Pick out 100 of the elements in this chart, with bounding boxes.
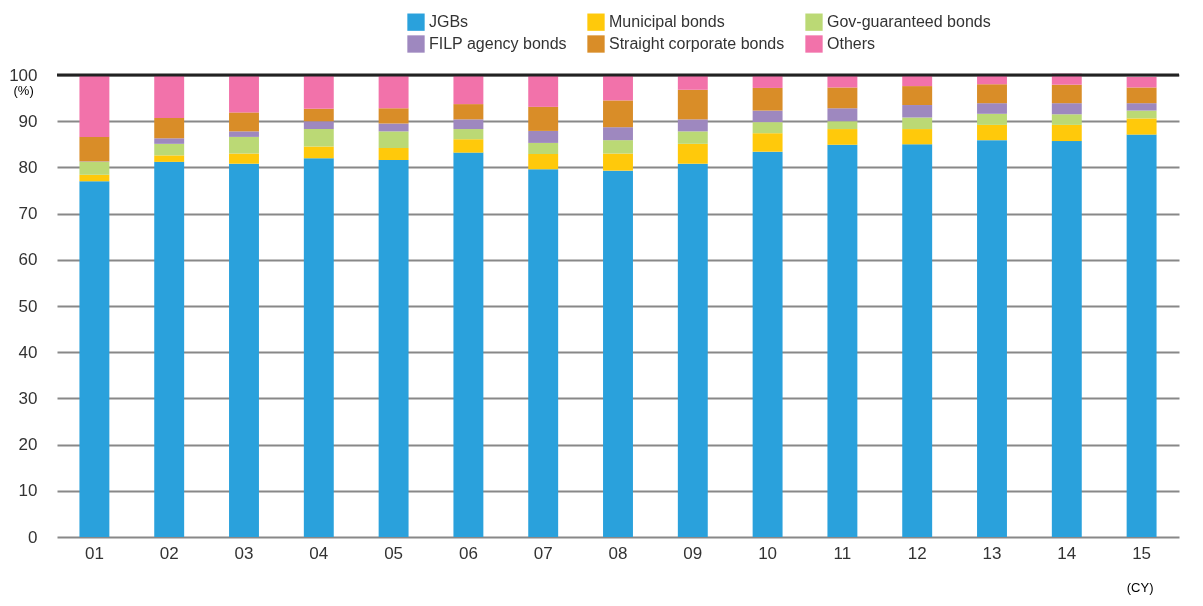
y-tick-label: 10 — [18, 481, 38, 501]
x-tick-label: 05 — [384, 543, 404, 563]
bar — [229, 153, 259, 164]
bar — [752, 151, 783, 537]
bar — [752, 110, 783, 123]
bar — [303, 146, 334, 159]
bar — [603, 140, 633, 154]
bar — [378, 108, 409, 124]
bar — [827, 121, 858, 130]
bar — [977, 84, 1007, 104]
bar — [229, 112, 259, 132]
bar — [303, 121, 334, 130]
y-axis-title: (%) — [13, 82, 34, 98]
bar — [378, 148, 409, 161]
bar — [827, 108, 858, 122]
bar — [1126, 87, 1157, 104]
y-tick-label: 20 — [18, 435, 38, 455]
bar — [528, 169, 559, 537]
bar — [977, 124, 1007, 141]
bar — [154, 117, 185, 139]
legend-label: Others — [827, 35, 876, 52]
y-tick-label: 0 — [28, 527, 38, 547]
bar — [79, 136, 110, 162]
bar — [79, 174, 110, 182]
bar — [79, 75, 110, 137]
bar — [303, 129, 334, 147]
y-tick-label: 80 — [18, 157, 38, 177]
y-tick-label: 60 — [18, 250, 38, 270]
bar — [977, 103, 1007, 114]
bar — [1051, 141, 1082, 537]
bar — [677, 131, 708, 144]
y-tick-label: 70 — [18, 204, 38, 224]
bar — [528, 75, 559, 107]
bar — [752, 133, 783, 152]
bar — [827, 87, 858, 109]
bar — [378, 160, 409, 537]
y-tick-label: 50 — [18, 296, 38, 316]
bar — [303, 158, 334, 537]
bar — [154, 161, 185, 537]
bar — [528, 106, 559, 131]
y-tick-label: 30 — [18, 388, 38, 408]
bar — [1126, 76, 1157, 88]
x-tick-label: 01 — [84, 543, 104, 563]
bar — [154, 143, 185, 156]
bar — [677, 143, 708, 164]
bar — [1126, 118, 1157, 135]
bar — [1051, 84, 1082, 104]
bar — [453, 75, 484, 105]
x-tick-label: 07 — [533, 543, 553, 563]
x-tick-label: 15 — [1132, 543, 1152, 563]
bar — [229, 131, 259, 137]
bar — [528, 130, 559, 143]
x-tick-label: 02 — [159, 543, 179, 563]
bar — [378, 131, 409, 148]
bar — [79, 161, 110, 175]
x-tick-label: 10 — [758, 543, 778, 563]
x-tick-label: 04 — [309, 543, 329, 563]
bar — [154, 155, 185, 162]
bar — [902, 117, 933, 130]
bar — [977, 140, 1007, 537]
bar — [154, 138, 185, 144]
legend-label: FILP agency bonds — [429, 35, 567, 52]
bar — [603, 127, 633, 141]
bar — [79, 181, 110, 537]
bar — [752, 87, 783, 111]
bar — [1126, 134, 1157, 537]
x-tick-label: 09 — [683, 543, 703, 563]
bar — [603, 170, 633, 537]
x-tick-label: 06 — [458, 543, 478, 563]
bar — [603, 153, 633, 171]
y-tick-label: 90 — [18, 111, 38, 131]
bar — [453, 139, 484, 153]
x-tick-label: 13 — [982, 543, 1002, 563]
bar — [378, 75, 409, 109]
x-tick-label: 11 — [833, 543, 852, 563]
x-tick-label: 14 — [1057, 543, 1077, 563]
bar — [902, 86, 933, 106]
bar — [453, 104, 484, 120]
bar — [528, 142, 559, 154]
legend-label: Gov-guaranteed bonds — [827, 13, 991, 31]
legend-label: JGBs — [429, 13, 469, 31]
bar — [603, 100, 633, 128]
bar — [229, 136, 259, 154]
bar — [677, 163, 708, 537]
y-tick-label: 100 — [9, 65, 38, 85]
bar — [902, 129, 933, 145]
bar — [1051, 124, 1082, 142]
legend-label: Straight corporate bonds — [609, 35, 785, 52]
legend-label: Municipal bonds — [609, 13, 725, 31]
bar — [229, 75, 259, 113]
bar — [1051, 103, 1082, 115]
bar — [752, 122, 783, 134]
x-tick-label: 03 — [234, 543, 254, 563]
bar — [154, 75, 185, 118]
bar — [603, 75, 633, 101]
bar — [1126, 103, 1157, 111]
bar — [827, 129, 858, 145]
bar — [453, 129, 484, 140]
bar — [303, 108, 334, 122]
bar — [1051, 114, 1082, 125]
